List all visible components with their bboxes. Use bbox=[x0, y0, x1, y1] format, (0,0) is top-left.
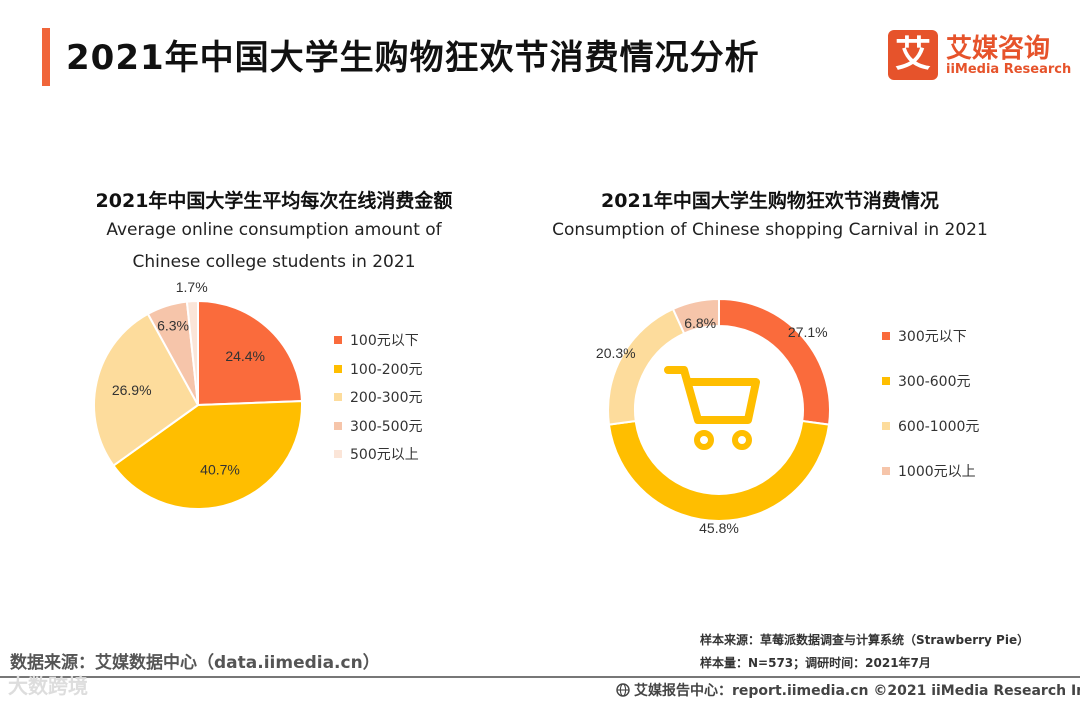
chart1-title: 2021年中国大学生平均每次在线消费金额 bbox=[95, 190, 453, 212]
sample-source: 样本来源：草莓派数据调查与计算系统（Strawberry Pie） bbox=[700, 633, 1030, 647]
chart1-legend-label: 500元以上 bbox=[350, 447, 419, 463]
chart2-legend-swatch bbox=[882, 467, 890, 475]
footer-divider bbox=[0, 676, 1080, 678]
page-title: 2021年中国大学生购物狂欢节消费情况分析 bbox=[66, 38, 760, 78]
chart1-subtitle: Average online consumption amount of Chi… bbox=[106, 220, 442, 272]
chart1-legend-item: 500元以上 bbox=[334, 444, 419, 464]
chart2-legend-item: 300元以下 bbox=[882, 326, 967, 346]
logo-name-cn: 艾媒咨询 bbox=[946, 34, 1051, 64]
watermark: 大数跨境 bbox=[8, 674, 88, 698]
shopping-cart-icon bbox=[664, 366, 760, 424]
cart-wheel-icon bbox=[694, 430, 714, 450]
chart1-legend-swatch bbox=[334, 336, 342, 344]
chart2-legend-label: 300元以下 bbox=[898, 329, 967, 345]
chart1-label-3: 6.3% bbox=[157, 318, 189, 334]
chart2-donut: 27.1% 45.8% 20.3% 6.8% bbox=[596, 297, 831, 536]
chart1-label-0: 24.4% bbox=[225, 348, 265, 364]
chart1-slice-0 bbox=[197, 299, 303, 407]
chart1-legend-swatch bbox=[334, 421, 342, 430]
chart2-legend-swatch bbox=[882, 332, 890, 340]
logo-mark: 艾 bbox=[888, 30, 938, 80]
chart2-legend-label: 1000元以上 bbox=[898, 464, 976, 480]
report-center: 艾媒报告中心：report.iimedia.cn ©2021 iiMedia R… bbox=[616, 680, 1080, 700]
chart1-legend-label: 200-300元 bbox=[350, 390, 423, 406]
title-accent-bar bbox=[42, 28, 50, 86]
chart2-legend-item: 300-600元 bbox=[882, 371, 971, 391]
chart1-label-4: 1.7% bbox=[176, 279, 208, 295]
chart1-slice-4 bbox=[185, 299, 199, 406]
chart1-legend-item: 300-500元 bbox=[334, 416, 423, 436]
chart1-legend-label: 100元以下 bbox=[350, 333, 419, 349]
chart1-slice-2 bbox=[93, 312, 200, 467]
chart2-slice-0 bbox=[718, 297, 831, 426]
chart1-slice-1 bbox=[112, 400, 303, 510]
chart2-title: 2021年中国大学生购物狂欢节消费情况 bbox=[601, 190, 939, 212]
chart1-label-2: 26.9% bbox=[112, 382, 152, 398]
chart1-legend: 100元以下 100-200元 200-300元 300-500元 500元以上 bbox=[334, 330, 454, 480]
chart1-legend-item: 100元以下 bbox=[334, 330, 419, 350]
chart2-legend-item: 600-1000元 bbox=[882, 416, 979, 436]
sample-size: 样本量：N=573；调研时间：2021年7月 bbox=[700, 656, 931, 670]
cart-wheel-icon bbox=[732, 430, 752, 450]
chart2-label-2: 20.3% bbox=[596, 345, 636, 361]
chart1-label-1: 40.7% bbox=[200, 461, 240, 477]
iimedia-logo: 艾 艾媒咨询 iiMedia Research bbox=[888, 28, 1072, 84]
chart2-label-0: 27.1% bbox=[788, 324, 828, 340]
chart2-subtitle: Consumption of Chinese shopping Carnival… bbox=[552, 220, 988, 240]
chart1-legend-swatch bbox=[334, 393, 342, 401]
chart2-legend-item: 1000元以上 bbox=[882, 461, 976, 481]
chart2-legend: 300元以下 300-600元 600-1000元 1000元以上 bbox=[882, 326, 1002, 496]
chart2-slice-1 bbox=[607, 419, 831, 522]
chart1-legend-label: 100-200元 bbox=[350, 361, 423, 378]
chart1-pie: 24.4% 40.7% 26.9% 6.3% 1.7% bbox=[93, 279, 303, 510]
chart2-legend-swatch bbox=[882, 377, 890, 385]
chart2-label-1: 45.8% bbox=[699, 520, 739, 536]
chart2-legend-swatch bbox=[882, 422, 890, 430]
chart1-legend-swatch bbox=[334, 364, 342, 373]
globe-icon bbox=[616, 683, 630, 697]
chart2-legend-label: 600-1000元 bbox=[898, 419, 980, 435]
report-center-text: 艾媒报告中心：report.iimedia.cn ©2021 iiMedia R… bbox=[634, 683, 1080, 699]
chart2-label-3: 6.8% bbox=[684, 315, 716, 331]
data-source: 数据来源：艾媒数据中心（data.iimedia.cn） bbox=[10, 653, 380, 673]
logo-name-en: iiMedia Research bbox=[946, 62, 1072, 77]
chart2-slice-3 bbox=[671, 297, 720, 335]
chart1-legend-swatch bbox=[334, 450, 342, 458]
chart1-legend-label: 300-500元 bbox=[350, 418, 423, 435]
chart2-legend-label: 300-600元 bbox=[898, 374, 971, 390]
chart1-legend-item: 100-200元 bbox=[334, 359, 423, 379]
chart1-legend-item: 200-300元 bbox=[334, 387, 423, 407]
